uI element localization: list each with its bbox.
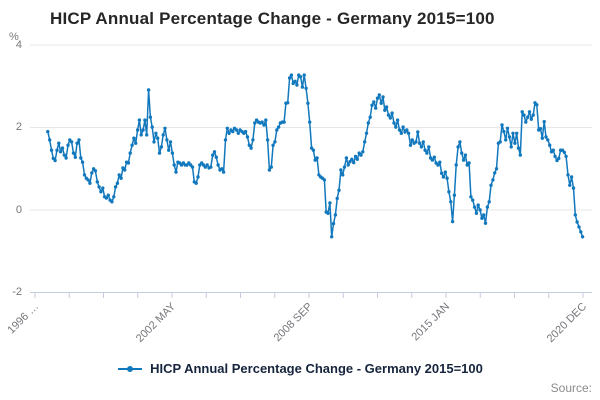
legend-marker-icon — [118, 365, 143, 372]
x-axis-tick-label: 2008 SEP — [272, 301, 316, 345]
legend-label: HICP Annual Percentage Change - Germany … — [150, 361, 483, 376]
y-axis-unit-label: % — [9, 31, 19, 43]
x-axis-tick-labels: 1996 … 2002 MAY 2008 SEP 2015 JAN 2020 DEC — [5, 300, 589, 345]
legend[interactable]: HICP Annual Percentage Change - Germany … — [0, 361, 600, 376]
x-axis-tick-label: 2020 DEC — [545, 301, 589, 345]
y-axis-tick-label: -2 — [12, 286, 22, 298]
chart-title: HICP Annual Percentage Change - Germany … — [50, 9, 495, 28]
gridlines — [30, 44, 592, 211]
y-axis-tick-label: 2 — [15, 121, 22, 133]
x-axis — [30, 292, 592, 298]
series-markers — [46, 73, 585, 239]
series-line — [47, 74, 584, 238]
x-axis-tick-label: 1996 … — [5, 301, 41, 337]
x-axis-tick-label: 2002 MAY — [134, 300, 179, 345]
series-polyline — [47, 74, 584, 238]
source-label: Source: — [550, 381, 592, 395]
y-axis-tick-label: 0 — [15, 203, 22, 216]
y-axis-tick-label: 4 — [15, 38, 22, 51]
x-axis-tick-label: 2015 JAN — [409, 301, 452, 344]
